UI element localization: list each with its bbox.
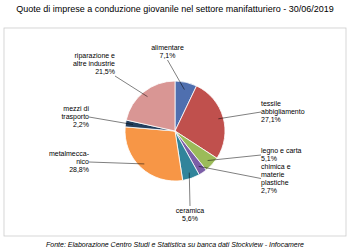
- slice-label: mezzi ditrasporto: [61, 105, 89, 121]
- data-label: 21,5%: [95, 68, 115, 75]
- leader-line: [208, 155, 261, 161]
- title: Quote di imprese a conduzione giovanile …: [16, 4, 334, 14]
- data-label: 28,8%: [69, 166, 89, 173]
- data-label: 2,7%: [261, 187, 277, 194]
- background: [0, 0, 350, 252]
- chart: Quote di imprese a conduzione giovanile …: [0, 0, 350, 252]
- data-label: 2,2%: [73, 121, 89, 128]
- slice-label: tessileabbigliamento: [261, 100, 305, 116]
- slice-label-line: nico: [76, 158, 89, 165]
- slice-label-line: riparazione e: [75, 52, 116, 60]
- source: Fonte: Elaborazione Centro Studi e Stati…: [46, 241, 304, 248]
- leader-line: [218, 112, 261, 119]
- slice-label: alimentare: [151, 44, 184, 51]
- data-label: 7,1%: [160, 52, 176, 59]
- labels: alimentare7,1% tessileabbigliamento27,1% l…: [49, 44, 305, 222]
- data-label: 5,1%: [261, 155, 277, 162]
- leader-line: [115, 76, 148, 97]
- slice: [125, 127, 183, 181]
- slice: [126, 81, 175, 131]
- slice-label: metalmecca-nico: [49, 150, 90, 165]
- frame: [4, 28, 346, 236]
- pie: [125, 81, 225, 181]
- leader-line: [89, 117, 133, 125]
- slice-label-line: materie: [261, 171, 284, 178]
- slice-label-line: ceramica: [176, 207, 205, 214]
- slice-label-line: alimentare: [151, 44, 184, 51]
- slice-label-line: tessile: [261, 100, 281, 107]
- slice-label-line: mezzi di: [63, 105, 89, 112]
- title-line: Quote di imprese a conduzione giovanile …: [16, 4, 334, 14]
- slice-label: chimica ematerieplastiche: [261, 163, 291, 187]
- leader-line: [89, 162, 144, 164]
- slice-label-line: metalmecca-: [49, 150, 90, 157]
- slice-label-line: legno e carta: [261, 147, 302, 155]
- slice-label-line: chimica e: [261, 163, 291, 170]
- slice-label-line: plastiche: [261, 179, 289, 187]
- slice-label: ceramica: [176, 207, 205, 214]
- slice-label: legno e carta: [261, 147, 302, 155]
- slice-label-line: trasporto: [61, 113, 89, 121]
- leader-line: [199, 166, 261, 178]
- slice-label-line: abbigliamento: [261, 108, 305, 116]
- leader-line: [168, 60, 185, 90]
- slice-label: riparazione ealtre industrie: [73, 52, 115, 67]
- leader-line: [189, 173, 191, 206]
- data-label: 27,1%: [261, 116, 281, 123]
- slice-label-line: altre industrie: [73, 60, 115, 67]
- data-label: 5,6%: [182, 215, 198, 222]
